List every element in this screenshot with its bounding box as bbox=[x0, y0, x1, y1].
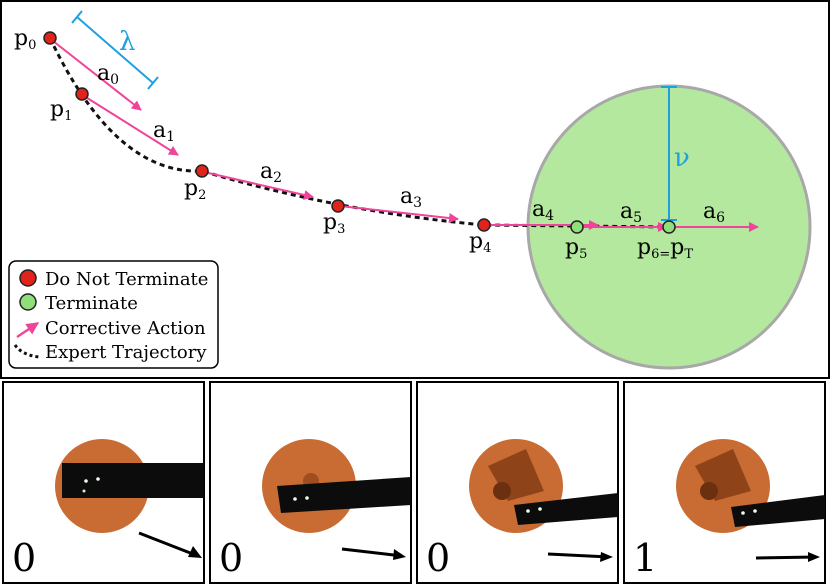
legend-arrow-icon bbox=[16, 321, 40, 339]
lambda-measure bbox=[71, 10, 159, 90]
action-arrow-3 bbox=[339, 205, 459, 223]
action-label-a6: a6 bbox=[703, 199, 725, 226]
trajectory-diagram: λ ν p0 p1 p2 p3 p4 p5 p6=pT a0 a1 a2 a3 … bbox=[0, 0, 830, 379]
action-label-a1: a1 bbox=[153, 118, 175, 145]
action-arrow-0 bbox=[52, 40, 142, 111]
point-label-p4: p4 bbox=[469, 229, 491, 256]
action-label-a3: a3 bbox=[400, 184, 422, 211]
point-p5 bbox=[570, 220, 584, 234]
point-label-p5: p5 bbox=[565, 235, 587, 262]
action-label-a4: a4 bbox=[532, 197, 554, 224]
image-label-4: 1 bbox=[633, 536, 657, 580]
observation-image-1: 0 bbox=[2, 381, 205, 584]
lambda-label: λ bbox=[119, 27, 135, 57]
action-arrow-1 bbox=[83, 95, 179, 156]
point-p2 bbox=[195, 164, 209, 178]
legend: Do Not Terminate Terminate Corrective Ac… bbox=[8, 260, 219, 369]
point-label-p0: p0 bbox=[14, 26, 36, 53]
direction-arrow-icon-1 bbox=[138, 531, 199, 558]
observation-image-2: 0 bbox=[209, 381, 412, 584]
image-label-3: 0 bbox=[426, 536, 450, 580]
legend-corrective-action: Corrective Action bbox=[45, 318, 206, 339]
point-label-p1: p1 bbox=[50, 97, 72, 124]
observation-image-3: 0 bbox=[416, 381, 619, 584]
direction-arrow-icon-4 bbox=[755, 555, 817, 560]
legend-dotted-line-icon bbox=[13, 344, 40, 359]
point-label-p2: p2 bbox=[184, 176, 206, 203]
point-p4 bbox=[477, 218, 491, 232]
legend-terminate: Terminate bbox=[45, 293, 138, 314]
point-p0 bbox=[43, 31, 57, 45]
nu-label: ν bbox=[674, 143, 690, 173]
image-label-1: 0 bbox=[12, 536, 36, 580]
legend-expert-trajectory: Expert Trajectory bbox=[45, 342, 207, 363]
action-label-a2: a2 bbox=[260, 159, 282, 186]
action-label-a5: a5 bbox=[620, 199, 642, 226]
point-p3 bbox=[331, 199, 345, 213]
point-label-p6: p6=pT bbox=[637, 235, 693, 262]
observation-image-4: 1 bbox=[623, 381, 826, 584]
legend-green-dot-icon bbox=[19, 293, 37, 311]
legend-red-dot-icon bbox=[19, 269, 37, 287]
direction-arrow-icon-3 bbox=[547, 552, 610, 559]
nu-measure bbox=[661, 86, 677, 221]
direction-arrow-icon-2 bbox=[341, 547, 403, 558]
point-p6 bbox=[662, 220, 676, 234]
action-arrow-2 bbox=[203, 171, 314, 200]
point-label-p3: p3 bbox=[323, 210, 345, 237]
image-label-2: 0 bbox=[219, 536, 243, 580]
legend-do-not-terminate: Do Not Terminate bbox=[45, 269, 208, 290]
point-p1 bbox=[75, 87, 89, 101]
action-label-a0: a0 bbox=[97, 61, 119, 88]
legend-box bbox=[8, 260, 219, 369]
